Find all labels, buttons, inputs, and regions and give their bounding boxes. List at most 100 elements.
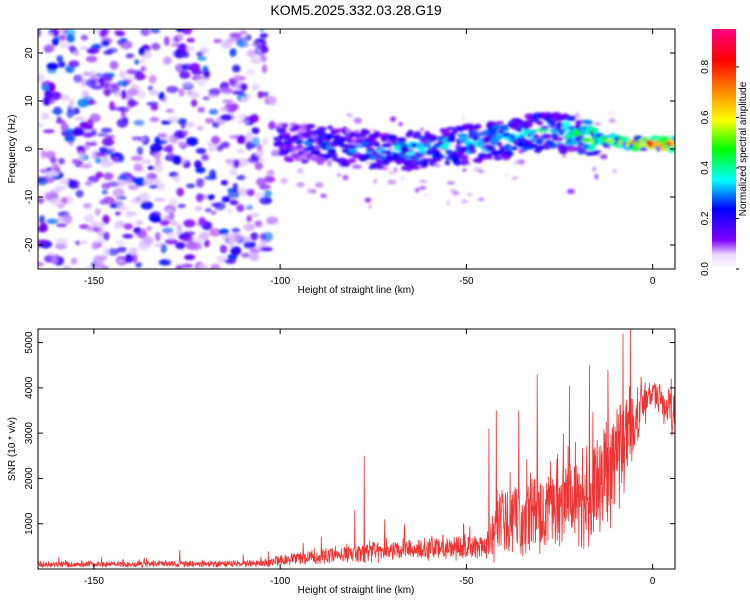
spectrogram-cell <box>315 182 324 188</box>
spectrogram-cell <box>216 255 227 264</box>
spectrogram-cell <box>96 242 103 248</box>
spectrogram-cell <box>254 220 263 228</box>
spectrogram-cell <box>407 150 417 156</box>
spectrogram-cell <box>38 261 45 267</box>
spectrogram-cell <box>95 221 106 229</box>
spectrogram-cell <box>117 259 125 264</box>
spectrogram-cell <box>285 158 295 163</box>
spectrogram-cell <box>195 193 204 203</box>
spectrogram-cell <box>207 147 216 152</box>
spectrogram-cell <box>250 56 263 64</box>
spectrogram-cell <box>503 127 509 132</box>
spectrogram-cell <box>75 240 81 246</box>
spectrogram-cell <box>149 116 160 123</box>
spectrogram-cell <box>492 124 504 130</box>
spectrogram-cell <box>226 208 233 214</box>
spectrogram-cell <box>71 158 80 165</box>
spectrogram-cell <box>85 78 96 88</box>
spectrogram-cell <box>446 181 455 185</box>
spectrogram-cell <box>106 248 120 256</box>
spectrogram-cell <box>232 74 240 81</box>
spectrogram-cell <box>160 243 167 254</box>
spectrogram-cell <box>75 189 84 198</box>
spectrogram-cell <box>496 141 503 147</box>
spectrogram-cell <box>181 80 194 88</box>
spectrogram-cell <box>151 42 161 51</box>
spectrogram-cell <box>639 147 648 151</box>
spectrogram-cell <box>594 122 601 126</box>
spectrogram-cell <box>309 189 317 194</box>
spectrogram-cell <box>390 116 396 122</box>
spectrogram-cell <box>195 178 205 188</box>
spectrogram-cell <box>125 253 134 263</box>
spectrogram-cell <box>308 124 315 129</box>
spectrogram-cell <box>188 91 201 99</box>
spectrogram-cell <box>407 129 414 136</box>
spectrogram-cell <box>98 147 108 153</box>
spectrogram-cell <box>101 127 113 133</box>
spectrogram-cell <box>195 235 204 245</box>
spectrogram-cell <box>179 71 191 79</box>
spectrogram-cell <box>213 38 223 44</box>
spectrogram-cell <box>58 158 65 165</box>
spectrogram-cell <box>68 45 76 51</box>
spectrogram-y-tick-label: -20 <box>24 237 35 252</box>
spectrogram-cell <box>541 133 552 140</box>
snr-x-axis-label: Height of straight line (km) <box>298 585 415 596</box>
spectrogram-cell <box>450 189 457 193</box>
spectrogram-cell <box>552 137 564 142</box>
spectrogram-cell <box>134 72 146 81</box>
spectrogram-cell <box>118 154 125 163</box>
spectrogram-cell <box>477 197 485 202</box>
spectrogram-cell <box>380 149 387 155</box>
spectrogram-cell <box>117 179 128 187</box>
spectrogram-cell <box>73 74 83 83</box>
spectrogram-cell <box>148 74 157 84</box>
spectrogram-cell <box>220 41 232 49</box>
spectrogram-cell <box>154 139 168 144</box>
spectrogram-cell <box>73 51 80 56</box>
spectrogram-cell <box>160 120 172 125</box>
spectrogram-cell <box>115 211 121 216</box>
spectrogram-cell <box>481 155 488 160</box>
spectrogram-cell <box>101 40 110 47</box>
spectrogram-cell <box>165 108 174 114</box>
spectrogram-cell <box>60 196 68 205</box>
spectrogram-cell <box>175 242 186 250</box>
spectrogram-cell <box>49 197 62 206</box>
spectrogram-cell <box>81 240 88 245</box>
spectrogram-cell <box>125 53 135 59</box>
spectrogram-cell <box>554 127 562 132</box>
spectrogram-cell <box>115 198 122 204</box>
spectrogram-cell <box>84 181 93 186</box>
spectrogram-cell <box>348 149 359 153</box>
spectrogram-cell <box>177 203 186 209</box>
spectrogram-cell <box>594 173 599 180</box>
spectrogram-cell <box>220 114 233 121</box>
spectrogram-y-tick-label: 10 <box>24 95 35 107</box>
spectrogram-cell <box>418 186 427 190</box>
spectrogram-cell <box>570 115 576 121</box>
spectrogram-cell <box>89 69 96 79</box>
spectrogram-cell <box>262 232 273 242</box>
spectrogram-cell <box>228 78 236 86</box>
spectrogram-cell <box>146 101 159 106</box>
spectrogram-cell <box>205 118 215 124</box>
spectrogram-cell <box>240 83 248 91</box>
spectrogram-cell <box>264 95 277 106</box>
spectrogram-cell <box>131 136 143 141</box>
spectrogram-cell <box>207 194 216 199</box>
spectrogram-cell <box>296 138 304 145</box>
colorbar-label: Normalized spectral amplitude <box>738 81 749 216</box>
spectrogram-cell <box>121 89 127 100</box>
spectrogram-cell <box>229 103 237 109</box>
spectrogram-cell <box>261 137 269 146</box>
spectrogram-cell <box>139 58 146 65</box>
spectrogram-cell <box>140 228 147 238</box>
spectrogram-cell <box>592 166 596 172</box>
snr-series-line <box>38 329 675 569</box>
spectrogram-cell <box>101 137 115 147</box>
spectrogram-cell <box>246 215 252 223</box>
spectrogram-cell <box>592 150 602 154</box>
